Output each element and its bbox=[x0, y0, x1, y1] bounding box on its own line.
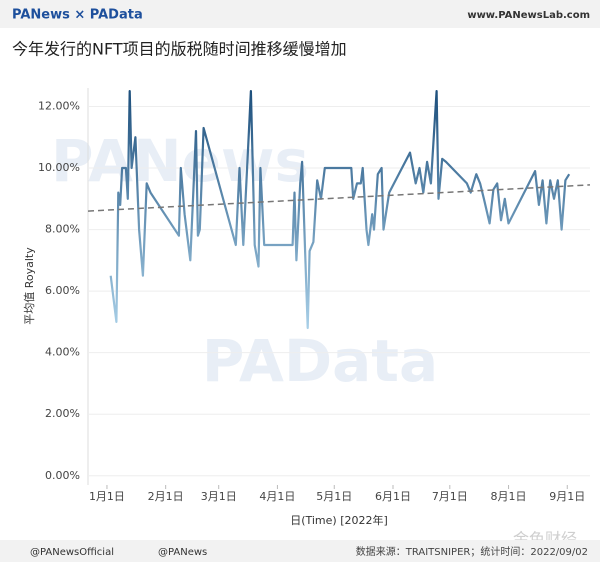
y-tick-label: 10.00% bbox=[38, 161, 80, 174]
x-tick-label: 5月1日 bbox=[316, 490, 352, 503]
brand: PANews × PAData bbox=[12, 8, 143, 23]
footer-bar bbox=[0, 540, 600, 562]
y-axis-label: 平均值 Royalty bbox=[23, 247, 36, 325]
trend-line bbox=[87, 184, 591, 212]
x-tick-label: 8月1日 bbox=[491, 490, 527, 503]
x-axis-label: 日(Time) [2022年] bbox=[290, 513, 388, 527]
y-tick-label: 4.00% bbox=[45, 346, 80, 359]
header-bar bbox=[0, 0, 600, 28]
y-tick-label: 12.00% bbox=[38, 99, 80, 112]
x-tick-label: 3月1日 bbox=[201, 490, 237, 503]
y-tick-label: 2.00% bbox=[45, 407, 80, 420]
site: www.PANewsLab.com bbox=[467, 10, 590, 21]
x-tick-label: 4月1日 bbox=[259, 490, 295, 503]
footer-weibo: @PANews bbox=[158, 547, 207, 558]
chart-title: 今年发行的NFT项目的版税随时间推移缓慢增加 bbox=[12, 40, 347, 59]
y-tick-label: 8.00% bbox=[45, 223, 80, 236]
footer-source: 数据来源：TRAITSNIPER；统计时间：2022/09/02 bbox=[356, 545, 588, 558]
y-tick-label: 0.00% bbox=[45, 469, 80, 482]
footer-twitter: @PANewsOfficial bbox=[30, 547, 114, 558]
x-tick-label: 6月1日 bbox=[375, 490, 411, 503]
y-tick-label: 6.00% bbox=[45, 284, 80, 297]
watermark: PAData bbox=[202, 327, 438, 395]
x-tick-label: 2月1日 bbox=[148, 490, 184, 503]
x-tick-label: 7月1日 bbox=[432, 490, 468, 503]
x-tick-label: 9月1日 bbox=[549, 490, 585, 503]
x-tick-label: 1月1日 bbox=[89, 490, 125, 503]
